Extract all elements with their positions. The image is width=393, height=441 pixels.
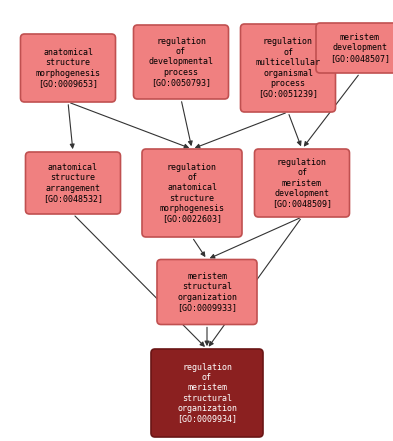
FancyBboxPatch shape [157,259,257,325]
Text: regulation
of
meristem
structural
organization
[GO:0009934]: regulation of meristem structural organi… [177,363,237,423]
Text: anatomical
structure
morphogenesis
[GO:0009653]: anatomical structure morphogenesis [GO:0… [35,48,101,88]
FancyBboxPatch shape [26,152,121,214]
Text: meristem
structural
organization
[GO:0009933]: meristem structural organization [GO:000… [177,272,237,312]
FancyBboxPatch shape [142,149,242,237]
FancyBboxPatch shape [134,25,228,99]
Text: regulation
of
meristem
development
[GO:0048509]: regulation of meristem development [GO:0… [272,158,332,208]
FancyBboxPatch shape [255,149,349,217]
FancyBboxPatch shape [316,23,393,73]
Text: regulation
of
anatomical
structure
morphogenesis
[GO:0022603]: regulation of anatomical structure morph… [160,162,224,224]
FancyBboxPatch shape [20,34,116,102]
Text: meristem
development
[GO:0048507]: meristem development [GO:0048507] [330,33,390,63]
Text: anatomical
structure
arrangement
[GO:0048532]: anatomical structure arrangement [GO:004… [43,163,103,203]
FancyBboxPatch shape [241,24,336,112]
FancyBboxPatch shape [151,349,263,437]
Text: regulation
of
developmental
process
[GO:0050793]: regulation of developmental process [GO:… [149,37,213,87]
Text: regulation
of
multicellular
organismal
process
[GO:0051239]: regulation of multicellular organismal p… [255,37,321,98]
